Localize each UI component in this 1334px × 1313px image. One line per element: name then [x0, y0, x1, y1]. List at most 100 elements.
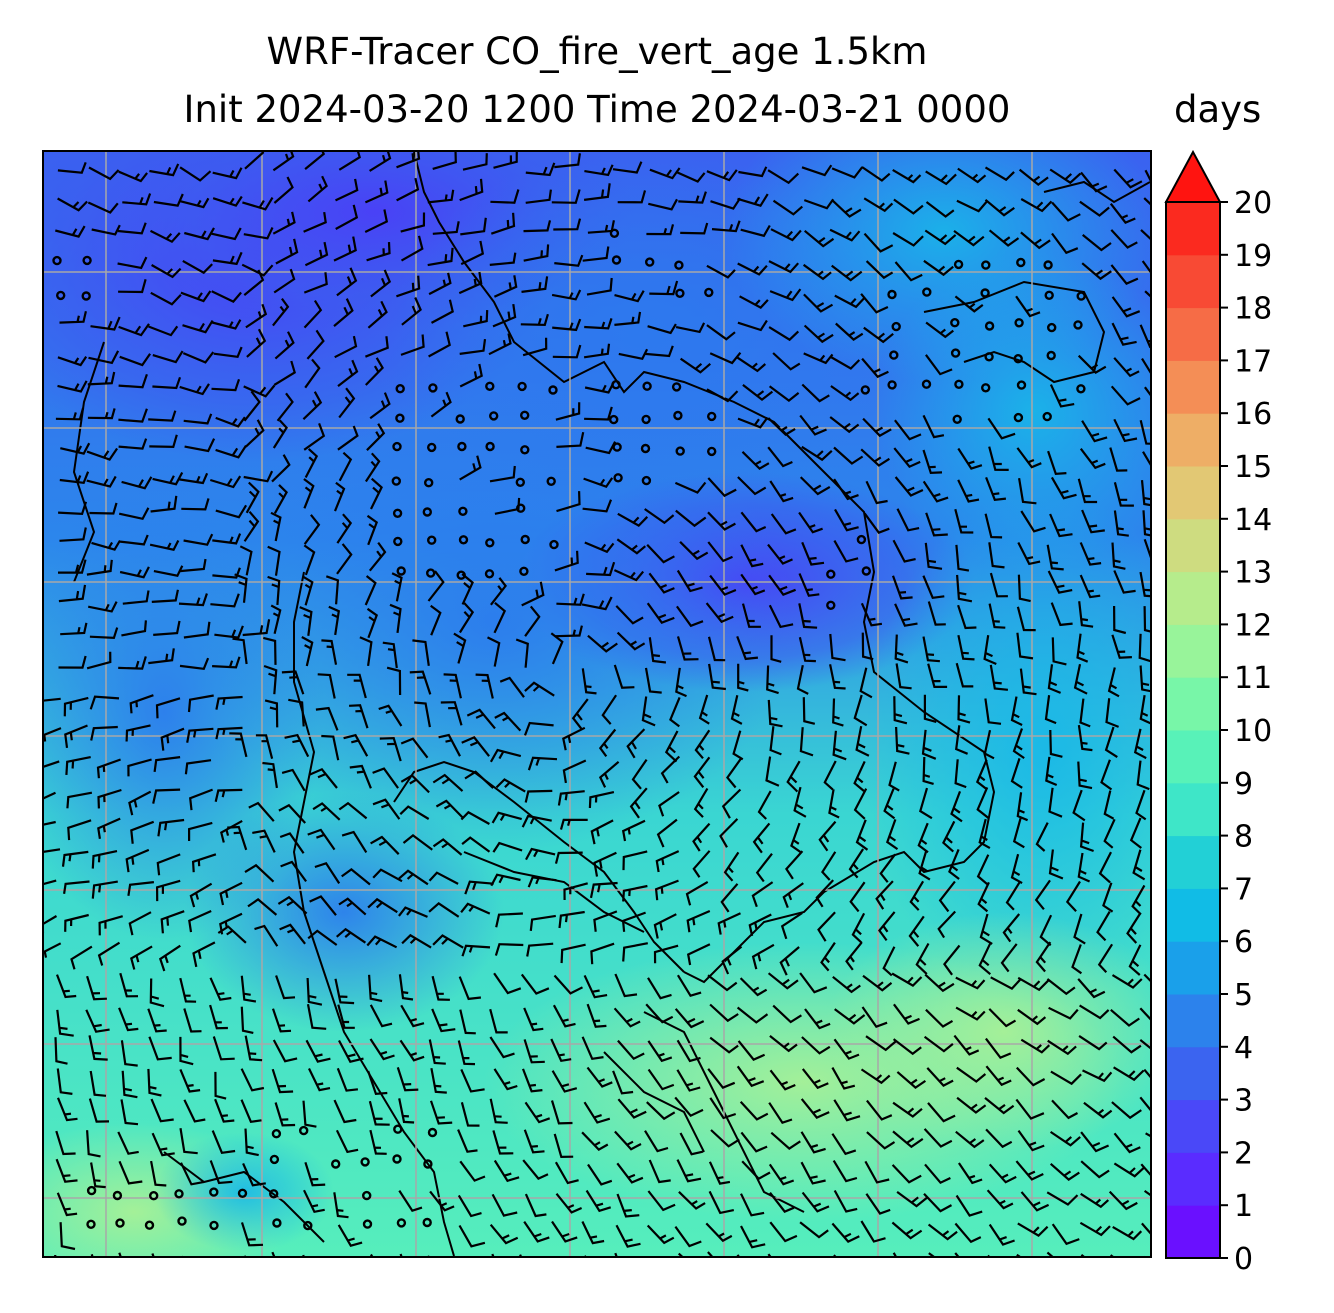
calm-circle-icon	[612, 442, 622, 452]
wind-barb-icon	[1139, 1039, 1150, 1050]
calm-circle-icon	[1047, 322, 1057, 333]
wind-barb-icon	[494, 943, 524, 956]
wind-barb-icon	[647, 977, 672, 1000]
colorbar-extend-arrow	[1164, 149, 1222, 203]
wind-barb-icon	[182, 259, 213, 275]
wind-barb-icon	[956, 199, 988, 213]
wind-barb-icon	[779, 946, 800, 976]
wind-barb-icon	[766, 665, 779, 695]
wind-barb-icon	[976, 786, 990, 819]
wind-barb-icon	[892, 232, 924, 247]
wind-barb-icon	[398, 869, 429, 886]
wind-barb-icon	[189, 882, 213, 908]
wind-barb-icon	[863, 326, 894, 344]
wind-barb-icon	[1111, 634, 1132, 659]
wind-barb-icon	[1141, 358, 1150, 374]
wind-barb-icon	[44, 697, 61, 702]
wind-barb-icon	[953, 1034, 980, 1056]
calm-circle-icon	[1043, 260, 1053, 270]
wind-barb-icon	[860, 1068, 891, 1085]
wind-barb-icon	[493, 1068, 518, 1091]
wind-barb-icon	[798, 511, 823, 534]
wind-barb-icon	[1083, 1101, 1113, 1119]
wind-barb-icon	[337, 1224, 363, 1247]
wind-barb-icon	[179, 1036, 194, 1066]
wind-barb-icon	[581, 596, 613, 611]
wind-barb-icon	[988, 1008, 1017, 1028]
calm-circle-icon	[455, 414, 465, 424]
wind-barb-icon	[1050, 602, 1073, 627]
wind-barb-icon	[284, 733, 310, 758]
wind-barb-icon	[957, 1162, 983, 1185]
wind-barb-icon	[59, 471, 90, 484]
calm-circle-icon	[613, 473, 623, 483]
wind-barb-icon	[243, 269, 265, 296]
wind-barb-icon	[736, 1065, 765, 1088]
wind-barb-icon	[721, 788, 742, 819]
wind-barb-icon	[1139, 1096, 1150, 1111]
wind-barb-icon	[337, 359, 359, 387]
wind-barb-icon	[183, 621, 211, 639]
wind-barb-icon	[925, 1008, 954, 1028]
wind-barb-icon	[59, 311, 87, 324]
wind-barb-icon	[453, 632, 467, 664]
calm-circle-icon	[392, 441, 402, 452]
wind-barb-icon	[593, 851, 617, 877]
wind-barb-icon	[86, 651, 112, 670]
wind-barb-icon	[861, 632, 874, 661]
wind-barb-icon	[307, 175, 328, 203]
colorbar-level-1	[1166, 1152, 1220, 1206]
wind-barb-icon	[978, 818, 991, 850]
wind-barb-icon	[209, 475, 242, 489]
calm-circle-icon	[269, 1154, 280, 1165]
wind-barb-icon	[490, 212, 516, 235]
wind-barb-icon	[523, 220, 552, 233]
wind-barb-icon	[660, 755, 681, 784]
wind-barb-icon	[865, 260, 894, 280]
wind-barb-icon	[1015, 1098, 1045, 1120]
wind-barb-icon	[252, 829, 276, 853]
calm-circle-icon	[673, 410, 683, 421]
wind-barb-icon	[280, 860, 307, 883]
wind-barb-icon	[334, 978, 355, 1005]
wind-barb-icon	[1018, 478, 1037, 505]
wind-barb-icon	[558, 910, 585, 929]
wind-barb-icon	[553, 974, 583, 995]
wind-barb-icon	[212, 567, 241, 579]
wind-barb-icon	[56, 1097, 78, 1122]
calm-circle-icon	[891, 321, 901, 332]
wind-barb-icon	[927, 663, 948, 688]
wind-barb-icon	[1113, 1066, 1145, 1082]
map-svg	[44, 152, 1150, 1256]
wind-barb-icon	[550, 1100, 573, 1125]
wind-barb-icon	[214, 788, 243, 802]
wind-barb-icon	[656, 818, 678, 848]
calm-circle-icon	[887, 380, 897, 390]
wind-barb-icon	[988, 1223, 1015, 1246]
wind-barb-icon	[737, 476, 767, 496]
colorbar-tick-label: 4	[1234, 1031, 1253, 1066]
calm-circle-icon	[860, 385, 870, 395]
wind-barb-icon	[988, 1163, 1017, 1184]
wind-barb-icon	[585, 1189, 612, 1213]
wind-barb-icon	[601, 694, 618, 725]
wind-barb-icon	[428, 871, 459, 885]
wind-barb-icon	[755, 853, 773, 883]
colorbar-tick-label: 17	[1234, 344, 1272, 379]
wind-barb-icon	[736, 356, 767, 373]
wind-barb-icon	[398, 906, 428, 918]
wind-barb-icon	[769, 1221, 798, 1243]
wind-barb-icon	[1017, 976, 1050, 992]
wind-barb-icon	[372, 767, 399, 789]
wind-barb-icon	[1139, 571, 1150, 598]
wind-barb-icon	[676, 636, 699, 661]
wind-barb-icon	[97, 788, 122, 809]
wind-barb-icon	[863, 197, 894, 213]
wind-barb-icon	[217, 925, 247, 944]
wind-barb-icon	[430, 299, 454, 324]
wind-barb-icon	[984, 513, 1003, 539]
calm-circle-icon	[954, 379, 964, 390]
wind-barb-icon	[1048, 787, 1063, 818]
wind-barb-icon	[523, 721, 554, 736]
wind-barb-icon	[829, 664, 846, 690]
